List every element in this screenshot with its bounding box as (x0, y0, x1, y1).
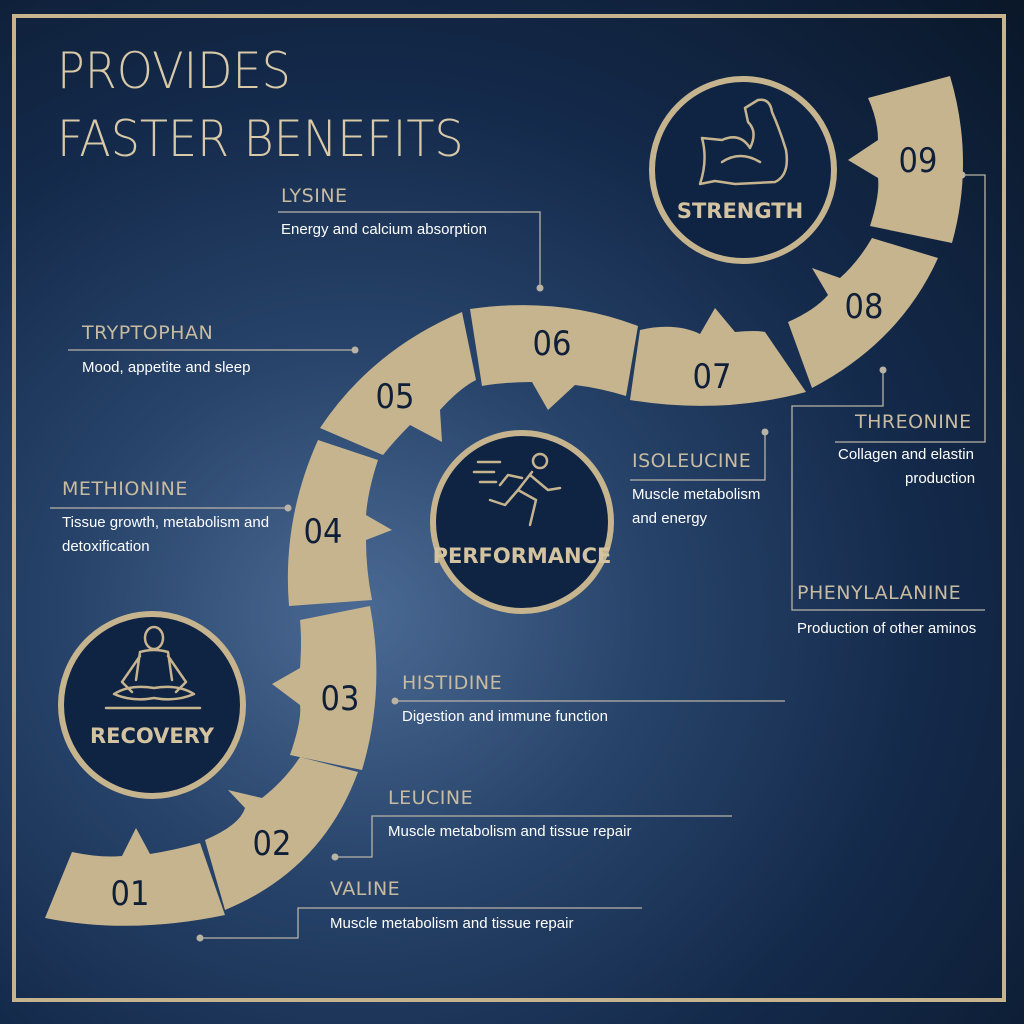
amino-desc-threonine-2: production (905, 470, 976, 487)
step-number: 03 (321, 679, 360, 719)
step-03: 03 (272, 606, 377, 770)
amino-name-leucine: LEUCINE (388, 787, 474, 809)
amino-desc-lysine: Energy and calcium absorption (281, 221, 487, 238)
flexed-arm-icon (698, 98, 789, 186)
benefit-strength: STRENGTH (649, 76, 837, 264)
runner-icon (472, 452, 562, 527)
amino-desc-histidine: Digestion and immune function (402, 708, 608, 725)
benefit-label: RECOVERY (90, 724, 215, 748)
amino-name-methionine: METHIONINE (62, 478, 188, 500)
title-line-1: PROVIDES (57, 42, 291, 100)
amino-desc-phenylalanine: Production of other aminos (797, 620, 977, 637)
title-line-2: FASTER BENEFITS (57, 110, 464, 168)
amino-desc-isoleucine-2: and energy (632, 510, 708, 527)
amino-desc-tryptophan: Mood, appetite and sleep (82, 359, 251, 376)
step-number: 02 (253, 824, 292, 864)
step-number: 06 (533, 324, 572, 364)
amino-desc-threonine-1: Collagen and elastin (838, 446, 974, 463)
amino-name-lysine: LYSINE (281, 185, 348, 207)
connector-lines (50, 171, 986, 942)
step-number: 01 (111, 874, 150, 914)
amino-desc-methionine-2: detoxification (62, 538, 150, 555)
step-08: 08 (788, 238, 938, 388)
amino-name-valine: VALINE (330, 878, 401, 900)
step-04: 04 (287, 440, 392, 606)
step-09: 09 (848, 76, 964, 243)
meditation-icon (104, 625, 202, 710)
amino-desc-methionine-1: Tissue growth, metabolism and (62, 514, 270, 531)
amino-name-isoleucine: ISOLEUCINE (632, 450, 752, 472)
step-02: 02 (205, 757, 358, 910)
amino-name-phenylalanine: PHENYLALANINE (797, 582, 962, 604)
step-number: 07 (693, 357, 732, 397)
step-06: 06 (470, 305, 638, 410)
benefit-label: STRENGTH (677, 199, 803, 223)
amino-name-histidine: HISTIDINE (402, 672, 503, 694)
benefit-label: PERFORMANCE (433, 544, 612, 568)
step-05: 05 (320, 312, 476, 455)
border-frame (12, 14, 1006, 1002)
step-number: 04 (304, 512, 343, 552)
step-number: 09 (899, 141, 938, 181)
step-01: 01 (45, 828, 225, 926)
amino-name-tryptophan: TRYPTOPHAN (82, 322, 214, 344)
amino-desc-isoleucine-1: Muscle metabolism (632, 486, 761, 503)
amino-desc-valine: Muscle metabolism and tissue repair (330, 915, 574, 932)
amino-desc-leucine: Muscle metabolism and tissue repair (388, 823, 632, 840)
step-number: 05 (376, 377, 415, 417)
step-number: 08 (845, 287, 884, 327)
benefit-performance: PERFORMANCE (430, 430, 614, 614)
benefit-recovery: RECOVERY (58, 611, 246, 799)
step-07: 07 (630, 308, 806, 406)
amino-name-threonine: THREONINE (855, 411, 972, 433)
